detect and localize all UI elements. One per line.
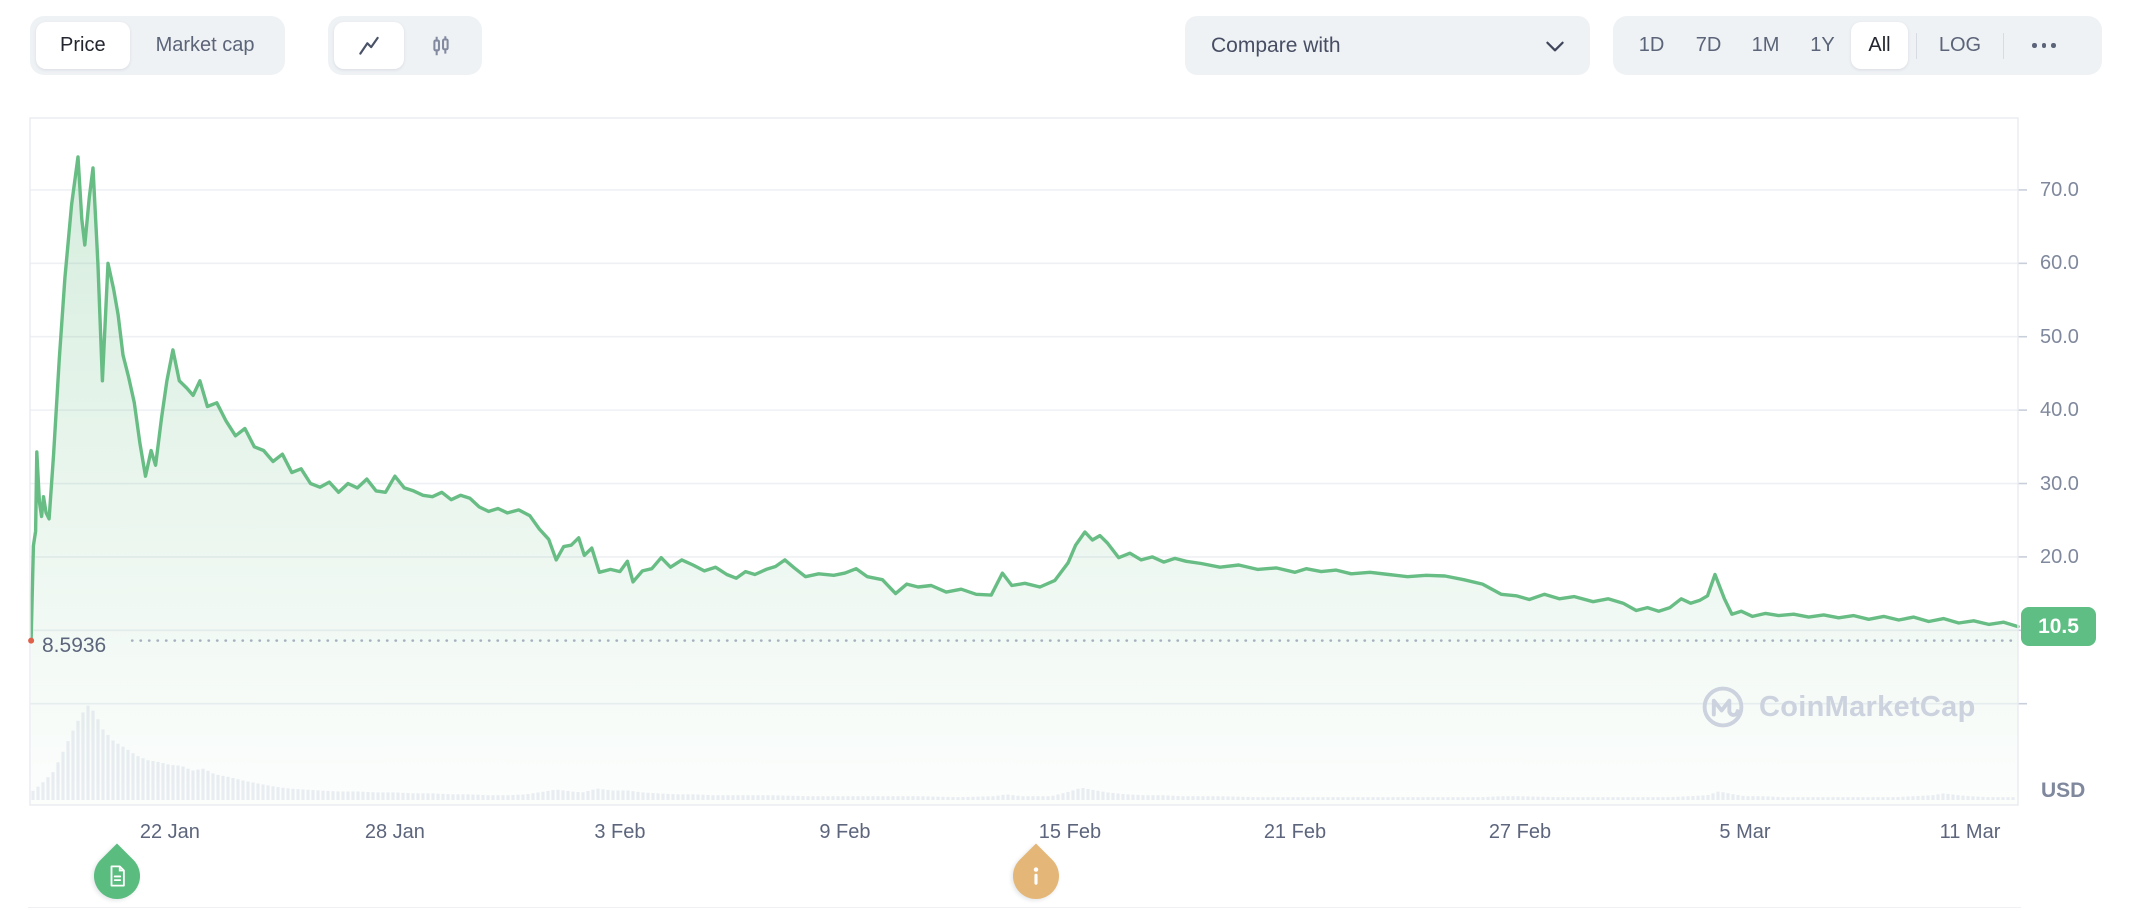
price-tab[interactable]: Price <box>36 22 130 69</box>
y-axis-label: 20.0 <box>2040 545 2079 568</box>
y-axis-label: 30.0 <box>2040 472 2079 495</box>
info-icon <box>1025 864 1047 888</box>
line-chart-icon <box>356 33 382 59</box>
divider <box>2003 32 2004 59</box>
current-price-badge: 10.5 <box>2021 607 2096 647</box>
x-axis-label: 27 Feb <box>1488 821 1552 843</box>
ellipsis-icon <box>2032 43 2056 48</box>
range-1d-button[interactable]: 1D <box>1623 22 1680 69</box>
reference-price-label: 8.5936 <box>42 633 107 657</box>
chart-type-toggle <box>328 16 482 75</box>
x-axis-label: 11 Mar <box>1939 821 2001 843</box>
time-range-toggle: 1D 7D 1M 1Y All LOG <box>1613 16 2102 75</box>
currency-unit-label: USD <box>2041 779 2086 802</box>
more-options-button[interactable] <box>2012 22 2076 69</box>
chevron-down-icon <box>1542 33 1568 59</box>
divider <box>1916 32 1917 59</box>
range-all-button[interactable]: All <box>1851 22 1908 69</box>
line-chart-type-button[interactable] <box>334 22 404 69</box>
coinmarketcap-logo-icon <box>1700 684 1746 730</box>
metric-toggle: Price Market cap <box>30 16 285 75</box>
y-axis-label: 70.0 <box>2040 178 2079 201</box>
candlestick-chart-type-button[interactable] <box>406 22 476 69</box>
range-7d-button[interactable]: 7D <box>1680 22 1737 69</box>
market-cap-tab[interactable]: Market cap <box>132 22 279 69</box>
y-axis-label: 50.0 <box>2040 325 2079 348</box>
x-axis-label: 22 Jan <box>139 821 200 843</box>
y-axis-label: 40.0 <box>2040 399 2079 422</box>
watermark-text: CoinMarketCap <box>1759 690 1976 723</box>
y-axis-label: 60.0 <box>2040 252 2079 275</box>
x-axis-label: 21 Feb <box>1263 821 1327 843</box>
range-1m-button[interactable]: 1M <box>1737 22 1794 69</box>
x-axis-label: 5 Mar <box>1719 821 1771 843</box>
x-axis-label: 28 Jan <box>364 821 425 843</box>
x-axis-label: 3 Feb <box>594 821 646 843</box>
compare-with-select[interactable]: Compare with <box>1185 16 1590 75</box>
candlestick-chart-icon <box>428 33 454 59</box>
document-icon <box>106 864 128 888</box>
x-axis-label: 9 Feb <box>819 821 871 843</box>
range-1y-button[interactable]: 1Y <box>1794 22 1851 69</box>
x-axis-label: 15 Feb <box>1038 821 1102 843</box>
news-event-marker[interactable] <box>84 843 150 909</box>
log-scale-button[interactable]: LOG <box>1925 22 1995 69</box>
widget-bottom-border <box>28 907 2021 908</box>
info-event-marker[interactable] <box>1003 843 1069 909</box>
watermark: CoinMarketCap <box>1700 684 1976 730</box>
compare-with-label: Compare with <box>1211 33 1341 57</box>
